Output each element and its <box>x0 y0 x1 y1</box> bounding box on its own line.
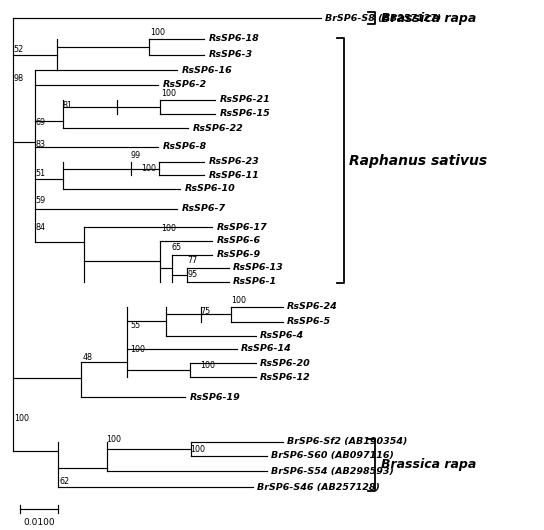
Text: RsSP6-23: RsSP6-23 <box>209 157 259 166</box>
Text: RsSP6-21: RsSP6-21 <box>219 95 270 104</box>
Text: 100: 100 <box>14 414 29 423</box>
Text: 51: 51 <box>35 170 46 179</box>
Text: RsSP6-2: RsSP6-2 <box>163 81 207 90</box>
Text: RsSP6-3: RsSP6-3 <box>209 50 253 59</box>
Text: BrSP6-Sf2 (AB190354): BrSP6-Sf2 (AB190354) <box>287 437 407 446</box>
Text: RsSP6-13: RsSP6-13 <box>233 263 284 272</box>
Text: RsSP6-22: RsSP6-22 <box>193 124 243 133</box>
Text: RsSP6-24: RsSP6-24 <box>287 303 338 312</box>
Text: RsSP6-9: RsSP6-9 <box>217 250 261 259</box>
Text: RsSP6-4: RsSP6-4 <box>260 331 304 340</box>
Text: 83: 83 <box>35 140 46 149</box>
Text: 100: 100 <box>106 435 121 444</box>
Text: Raphanus sativus: Raphanus sativus <box>349 154 487 167</box>
Text: RsSP6-20: RsSP6-20 <box>260 359 311 368</box>
Text: RsSP6-17: RsSP6-17 <box>217 223 268 232</box>
Text: RsSP6-15: RsSP6-15 <box>219 109 270 118</box>
Text: RsSP6-7: RsSP6-7 <box>182 204 226 213</box>
Text: RsSP6-11: RsSP6-11 <box>209 171 259 180</box>
Text: RsSP6-14: RsSP6-14 <box>241 344 292 353</box>
Text: 48: 48 <box>83 353 92 362</box>
Text: Brassica rapa: Brassica rapa <box>381 458 476 471</box>
Text: 100: 100 <box>150 29 165 38</box>
Text: BrSP6-S46 (AB257128): BrSP6-S46 (AB257128) <box>257 483 380 492</box>
Text: RsSP6-19: RsSP6-19 <box>190 393 240 402</box>
Text: 84: 84 <box>35 223 46 232</box>
Text: RsSP6-5: RsSP6-5 <box>287 317 331 326</box>
Text: RsSP6-10: RsSP6-10 <box>184 184 235 193</box>
Text: 100: 100 <box>231 296 246 305</box>
Text: RsSP6-6: RsSP6-6 <box>217 236 261 245</box>
Text: BrSP6-S54 (AB298593): BrSP6-S54 (AB298593) <box>271 467 394 476</box>
Text: 100: 100 <box>141 164 156 173</box>
Text: 100: 100 <box>161 89 176 98</box>
Text: 99: 99 <box>130 151 140 160</box>
Text: 77: 77 <box>187 256 197 265</box>
Text: 100: 100 <box>190 445 205 454</box>
Text: 55: 55 <box>130 321 140 330</box>
Text: 81: 81 <box>63 101 72 110</box>
Text: 69: 69 <box>35 118 46 127</box>
Text: 52: 52 <box>14 45 24 54</box>
Text: 62: 62 <box>60 476 70 485</box>
Text: RsSP6-16: RsSP6-16 <box>182 66 232 75</box>
Text: RsSP6-18: RsSP6-18 <box>209 34 259 43</box>
Text: Brassica rapa: Brassica rapa <box>381 12 476 24</box>
Text: BrSP6-S60 (AB097116): BrSP6-S60 (AB097116) <box>271 451 394 460</box>
Text: 95: 95 <box>187 270 197 279</box>
Text: 0.0100: 0.0100 <box>23 518 55 527</box>
Text: 100: 100 <box>201 360 215 369</box>
Text: 59: 59 <box>35 196 46 205</box>
Text: RsSP6-12: RsSP6-12 <box>260 373 311 382</box>
Text: RsSP6-8: RsSP6-8 <box>163 142 207 151</box>
Text: 75: 75 <box>201 307 211 316</box>
Text: 100: 100 <box>130 345 145 354</box>
Text: 100: 100 <box>161 224 176 233</box>
Text: BrSP6-S8 (AB257127): BrSP6-S8 (AB257127) <box>325 14 441 23</box>
Text: 65: 65 <box>172 243 182 252</box>
Text: RsSP6-1: RsSP6-1 <box>233 277 277 286</box>
Text: 98: 98 <box>14 74 24 83</box>
